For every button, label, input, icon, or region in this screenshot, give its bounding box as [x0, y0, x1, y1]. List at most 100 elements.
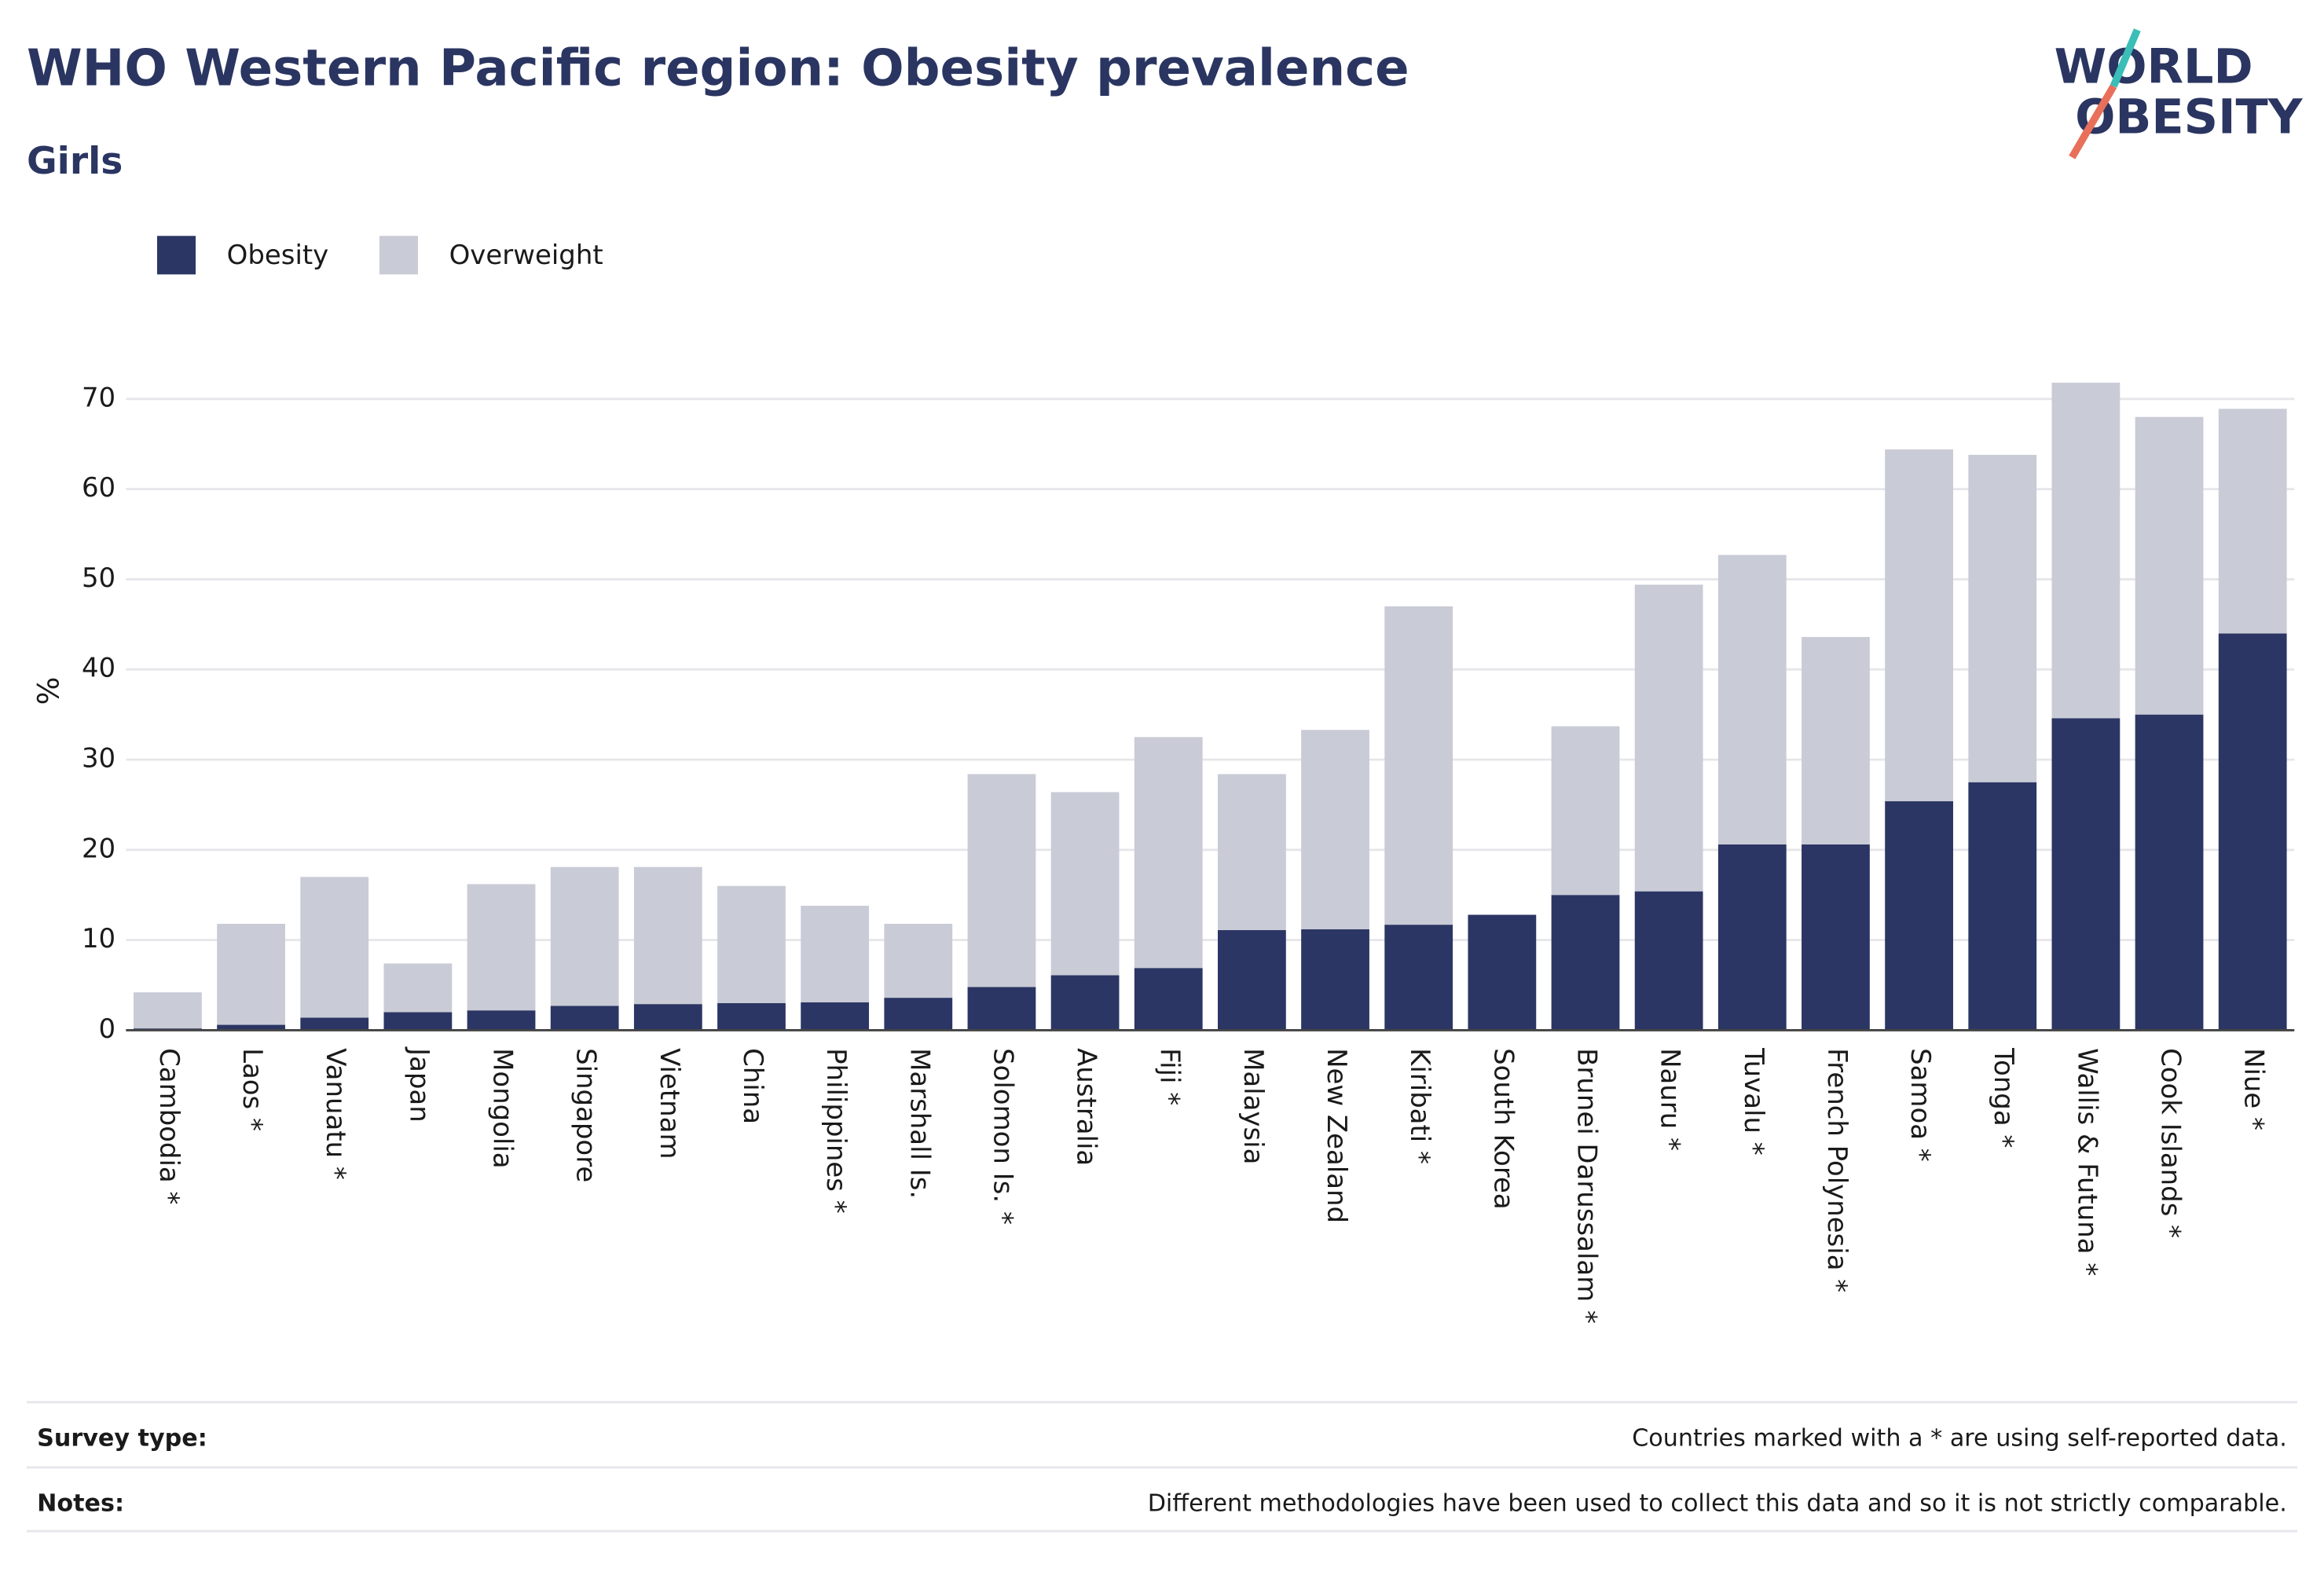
x-tick-label: Vanuatu * [320, 1048, 351, 1180]
bar [1968, 454, 2037, 782]
y-tick-label: 50 [82, 562, 115, 594]
bar [1551, 895, 1620, 1031]
logo-slash [2069, 84, 2117, 159]
bar [550, 866, 619, 1006]
chart-title: WHO Western Pacific region: Obesity prev… [27, 38, 1409, 97]
bar [1050, 792, 1120, 976]
footer-text: Different methodologies have been used t… [1148, 1490, 2287, 1518]
bar [1885, 800, 1953, 1031]
bar [1217, 930, 1286, 1031]
bar [1301, 730, 1369, 929]
bar [217, 923, 285, 1025]
bar [633, 866, 702, 1005]
x-tick-label: Japan [403, 1046, 434, 1123]
y-tick-label: 10 [82, 923, 115, 954]
x-tick-label: China [737, 1048, 768, 1124]
x-tick-label: New Zealand [1321, 1048, 1352, 1223]
bar [884, 998, 953, 1031]
bar [2051, 718, 2121, 1031]
bar [1551, 726, 1620, 896]
x-tick-label: Solomon Is. * [987, 1048, 1018, 1225]
footer-label: Notes: [37, 1490, 124, 1518]
x-tick-label: Kiribati * [1404, 1048, 1435, 1164]
bar [1468, 914, 1537, 1031]
bar [967, 774, 1036, 987]
y-tick-label: 0 [99, 1013, 116, 1045]
bar [467, 884, 536, 1011]
y-tick-label: 70 [82, 382, 115, 413]
logo-slash [2110, 28, 2141, 88]
x-tick-label: Laos * [236, 1048, 268, 1131]
bar [1634, 891, 1703, 1031]
x-tick-label: Fiji * [1154, 1048, 1186, 1105]
bar [1050, 975, 1120, 1031]
bar [1217, 774, 1286, 931]
bar [1384, 606, 1453, 925]
x-tick-label: Niue * [2238, 1048, 2270, 1130]
bar [801, 906, 870, 1002]
y-tick-label: 60 [82, 472, 115, 504]
legend-swatch [156, 236, 196, 275]
x-tick-label: French Polynesia * [1821, 1048, 1853, 1292]
legend-swatch [379, 236, 418, 275]
x-tick-label: Australia [1071, 1048, 1102, 1166]
bar [717, 885, 786, 1003]
bar [2218, 408, 2287, 634]
x-tick-label: Marshall Is. [904, 1048, 935, 1199]
y-tick-label: 30 [82, 743, 115, 775]
bar [1301, 929, 1369, 1031]
bar [1717, 844, 1787, 1031]
x-tick-label: Malaysia [1237, 1048, 1269, 1164]
bar [2135, 714, 2204, 1031]
bar [383, 963, 453, 1013]
y-axis-label: % [31, 677, 66, 705]
bar [801, 1002, 870, 1031]
x-tick-label: Singapore [570, 1048, 602, 1182]
bar [1802, 636, 1870, 844]
bar [633, 1004, 702, 1031]
bar [2218, 633, 2287, 1031]
bar [2135, 416, 2204, 715]
bar [550, 1006, 619, 1031]
y-tick-label: 40 [82, 653, 115, 684]
footer-text: Countries marked with a * are using self… [1632, 1425, 2287, 1453]
bar [967, 987, 1036, 1031]
bar [1134, 737, 1203, 969]
x-tick-label: South Korea [1487, 1048, 1519, 1210]
bar [884, 923, 953, 998]
bar [300, 1017, 369, 1031]
legend-label: Obesity [227, 240, 329, 271]
bar [1885, 449, 1953, 801]
x-tick-label: Vietnam [654, 1048, 685, 1159]
x-tick-label: Nauru * [1655, 1048, 1686, 1151]
bar [1634, 584, 1703, 892]
x-tick-label: Wallis & Futuna * [2071, 1048, 2102, 1276]
bar [1717, 555, 1787, 844]
footer-label: Survey type: [37, 1425, 207, 1453]
x-tick-label: Cambodia * [153, 1048, 185, 1204]
bar [717, 1002, 786, 1031]
x-tick-label: Cook Islands * [2155, 1048, 2187, 1238]
bar [383, 1012, 453, 1031]
bar [217, 1024, 285, 1031]
x-tick-label: Philippines * [820, 1048, 852, 1214]
bar [1384, 925, 1453, 1031]
bar [134, 992, 202, 1029]
bar [1968, 782, 2037, 1031]
logo-text: WORLD [2055, 40, 2253, 95]
bar [2051, 383, 2121, 719]
logo-text: OBESITY [2075, 90, 2304, 145]
bar [1134, 968, 1203, 1031]
chart-subtitle: Girls [27, 140, 123, 183]
legend-label: Overweight [449, 240, 603, 271]
y-tick-label: 20 [82, 833, 115, 864]
x-tick-label: Samoa * [1904, 1048, 1936, 1162]
bar [467, 1010, 536, 1031]
x-tick-label: Tonga * [1988, 1047, 2019, 1148]
x-tick-label: Brunei Darussalam * [1571, 1048, 1602, 1324]
bar [300, 877, 369, 1018]
bar [1802, 844, 1870, 1031]
x-tick-label: Mongolia [487, 1048, 519, 1169]
x-tick-label: Tuvalu * [1738, 1047, 1769, 1156]
